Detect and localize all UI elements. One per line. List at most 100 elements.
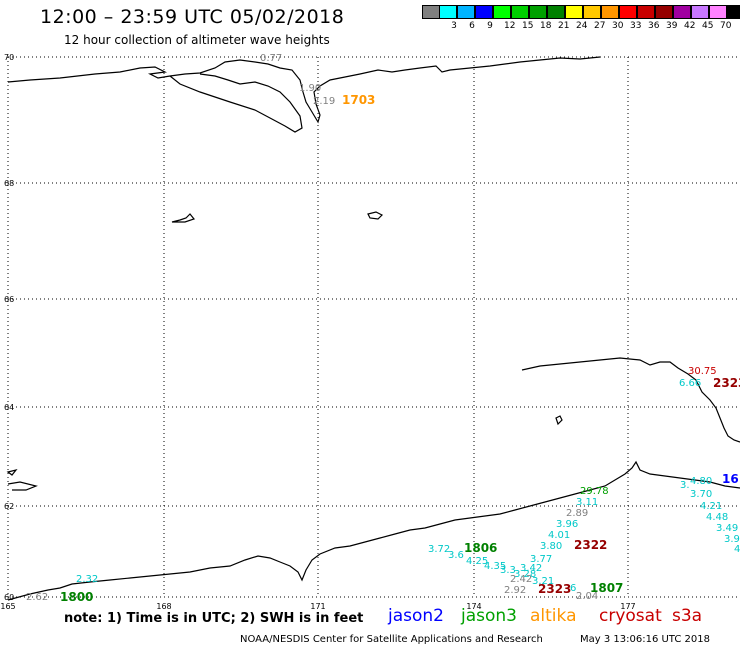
scale-swatch [565, 5, 583, 19]
legend-s3a: s3a [672, 606, 703, 626]
scale-swatch [709, 5, 727, 19]
wave-height-reading: 3.70 [690, 489, 712, 500]
pass-time-label: 2323 [538, 582, 571, 596]
wave-height-reading: 3.6 [448, 550, 464, 561]
scale-label: 3 [451, 21, 457, 31]
wave-height-readings: 0.771.902.1930.756.664.803.3.704.214.483… [26, 53, 740, 603]
footer-timestamp: May 3 13:06:16 UTC 2018 [580, 634, 710, 645]
scale-label: 30 [612, 21, 624, 31]
scale-label: 33 [630, 21, 642, 31]
wave-height-reading: 6.66 [679, 378, 701, 389]
scale-swatch [511, 5, 529, 19]
wave-height-reading: 4.48 [706, 512, 728, 523]
latitude-label: 60 [4, 593, 14, 602]
pass-time-label: 2322 [574, 538, 607, 552]
scale-swatch [583, 5, 601, 19]
scale-swatch [439, 5, 457, 19]
wave-height-reading: 3.21 [532, 576, 554, 587]
latitude-label: 62 [4, 502, 14, 511]
chukotka-inner-bay [169, 73, 303, 133]
wave-height-reading: 2.89 [566, 508, 588, 519]
wave-height-reading: 3. [680, 480, 690, 491]
wave-height-reading: 4.80 [690, 476, 712, 487]
scale-swatch [601, 5, 619, 19]
wave-height-reading: 3.11 [576, 497, 598, 508]
scale-swatch [493, 5, 511, 19]
scale-swatch [619, 5, 637, 19]
scale-cell: 45 [691, 5, 713, 31]
legend-jason2: jason2 [388, 606, 444, 626]
scale-cell: 21 [547, 5, 569, 31]
latitude-label: 66 [4, 295, 14, 304]
pass-time-label: 1806 [464, 541, 497, 555]
longitude-label: 165 [0, 602, 15, 610]
wave-height-reading: 6 [570, 583, 576, 594]
scale-cell [422, 5, 440, 31]
scale-cell: 15 [511, 5, 534, 31]
wave-height-reading: 29.78 [580, 486, 609, 497]
wave-height-reading: 30.75 [688, 366, 717, 377]
legend-jason3: jason3 [461, 606, 517, 626]
wave-height-reading: 3.49 [716, 523, 738, 534]
scale-swatch [691, 5, 709, 19]
wave-height-reading: 2.32 [76, 574, 98, 585]
pass-time-label: 1703 [342, 93, 375, 107]
scale-label: 15 [522, 21, 534, 31]
wave-height-reading: 3.77 [530, 554, 552, 565]
coastline [6, 56, 740, 601]
wave-height-reading: 3.72 [428, 544, 450, 555]
scale-swatch [422, 5, 440, 19]
scale-label: 36 [648, 21, 660, 31]
longitude-label: 177 [620, 602, 635, 610]
scale-cell: 27 [583, 5, 606, 31]
scale-swatch [637, 5, 655, 19]
scale-label: 27 [594, 21, 606, 31]
wave-height-reading: 4 [734, 544, 740, 555]
wave-height-reading: 2.19 [313, 96, 335, 107]
wave-height-reading: 3.3 [500, 565, 516, 576]
longitude-label: 174 [466, 602, 481, 610]
pass-time-labels: 1703 2323 16 1806 2322 2323 1807 1800 [60, 93, 740, 604]
map-frame [8, 57, 740, 597]
scale-cell: 42 [673, 5, 696, 31]
wave-height-reading: 3.42 [520, 563, 542, 574]
scale-cell: 30 [601, 5, 624, 31]
wave-height-reading: 4.35 [484, 561, 506, 572]
herald-island [171, 213, 196, 223]
scale-swatch [655, 5, 673, 19]
scale-label: 39 [666, 21, 678, 31]
scale-label: 70 [720, 21, 732, 31]
pass-time-label: 1800 [60, 590, 93, 604]
aleutian-peninsula [7, 460, 740, 601]
wrangel-island [367, 211, 384, 220]
alaska-small-island [6, 468, 18, 476]
scale-cell: 9 [475, 5, 494, 31]
wave-height-reading: 1.90 [299, 83, 321, 94]
wave-height-reading: 4.25 [466, 556, 488, 567]
scale-swatch [475, 5, 493, 19]
scale-cell: 33 [619, 5, 642, 31]
longitude-labels: 165 168 171 174 177 [0, 602, 635, 610]
scale-label: 24 [576, 21, 588, 31]
alaska-norton-sound [555, 415, 563, 426]
latitude-label: 68 [4, 179, 14, 188]
latitude-labels: 70 68 66 64 62 60 [4, 53, 14, 602]
scale-cell: 39 [655, 5, 678, 31]
longitude-label: 171 [310, 602, 325, 610]
pass-time-label: 16 [722, 472, 739, 486]
wave-height-reading: 2.92 [504, 585, 526, 596]
scale-label: 42 [684, 21, 696, 31]
scale-swatch [547, 5, 565, 19]
scale-cell: 3 [439, 5, 458, 31]
chart-subtitle: 12 hour collection of altimeter wave hei… [64, 33, 330, 47]
scale-cell: 24 [565, 5, 588, 31]
wave-height-reading: 2.42 [510, 574, 532, 585]
scale-swatch [673, 5, 691, 19]
wave-height-reading: 3.80 [540, 541, 562, 552]
scale-label: 18 [540, 21, 552, 31]
legend-cryosat: cryosat [599, 606, 662, 626]
note-text: note: 1) Time is in UTC; 2) SWH is in fe… [64, 611, 364, 626]
wave-height-reading: 4.21 [700, 501, 722, 512]
pass-time-label: 2323 [713, 376, 740, 390]
